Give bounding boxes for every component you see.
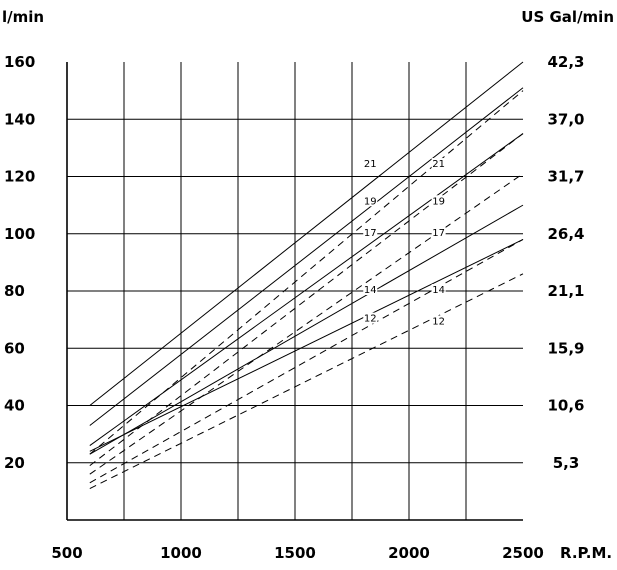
series-label-bg xyxy=(431,284,446,295)
series-label: 14 xyxy=(364,285,377,296)
y-tick-label-right: 5,3 xyxy=(553,454,580,472)
y-tick-label-left: 40 xyxy=(4,397,25,415)
series-label-bg xyxy=(431,226,446,238)
y-tick-label-left: 120 xyxy=(4,168,35,186)
tick-labels: 500 1000 1500 2000 2500 20 40 60 80 100 120 140 160 5… xyxy=(4,53,585,562)
series-label: 19 xyxy=(432,196,445,207)
y-tick-label-right: 21,1 xyxy=(547,282,584,300)
grid xyxy=(66,62,523,521)
series-line-19-solid xyxy=(89,87,524,426)
series-label: 12 xyxy=(432,316,445,327)
x-axis-title: R.P.M. xyxy=(560,544,612,562)
series-label-bg xyxy=(363,312,378,324)
x-tick-label: 1000 xyxy=(160,544,202,562)
series-label: 17 xyxy=(364,228,377,239)
series-label: 21 xyxy=(364,159,377,170)
y-tick-label-left: 20 xyxy=(4,454,25,472)
series-label: 21 xyxy=(432,159,445,170)
y-tick-label-right: 42,3 xyxy=(547,53,584,71)
y-tick-label-left: 60 xyxy=(4,339,25,357)
series-label-bg xyxy=(431,315,446,327)
y-tick-label-right: 26,4 xyxy=(547,225,584,243)
y-axis-title-left: l/min xyxy=(2,8,44,26)
y-tick-label-left: 140 xyxy=(4,110,35,128)
series-label: 17 xyxy=(432,228,445,239)
series-label-bg xyxy=(363,195,378,207)
series-line-14-dashed xyxy=(89,239,524,484)
series-labels: 21 19 17 14 12 21 19 17 14 12 xyxy=(363,158,446,327)
series-label: 19 xyxy=(364,196,377,207)
series-lines xyxy=(89,61,524,489)
series-line-12-solid xyxy=(89,239,524,452)
series-line-21-dashed xyxy=(89,90,524,455)
x-tick-label: 2000 xyxy=(388,544,430,562)
y-tick-label-right: 10,6 xyxy=(547,397,584,415)
series-line-14-solid xyxy=(89,204,524,455)
series-label-bg xyxy=(431,195,446,207)
series-label: 12 xyxy=(364,314,377,325)
y-tick-label-right: 37,0 xyxy=(547,110,584,128)
series-label-bg xyxy=(363,158,378,170)
x-tick-label: 1500 xyxy=(274,544,316,562)
y-tick-label-right: 15,9 xyxy=(547,339,584,357)
x-tick-label: 2500 xyxy=(502,544,544,562)
series-label-bg xyxy=(363,226,378,238)
series-line-12-dashed xyxy=(89,273,524,489)
series-line-17-dashed xyxy=(89,173,524,475)
y-tick-label-left: 160 xyxy=(4,53,35,71)
x-tick-label: 500 xyxy=(51,544,82,562)
y-tick-label-left: 80 xyxy=(4,282,25,300)
series-label-bg xyxy=(431,158,446,170)
y-tick-label-right: 31,7 xyxy=(547,168,584,186)
series-line-21-solid xyxy=(89,61,524,406)
y-tick-label-left: 100 xyxy=(4,225,35,243)
series-label-bg xyxy=(363,284,378,295)
series-label: 14 xyxy=(432,285,445,296)
y-axis-title-right: US Gal/min xyxy=(521,8,614,26)
series-line-19-dashed xyxy=(89,133,524,467)
series-line-17-solid xyxy=(89,133,524,446)
